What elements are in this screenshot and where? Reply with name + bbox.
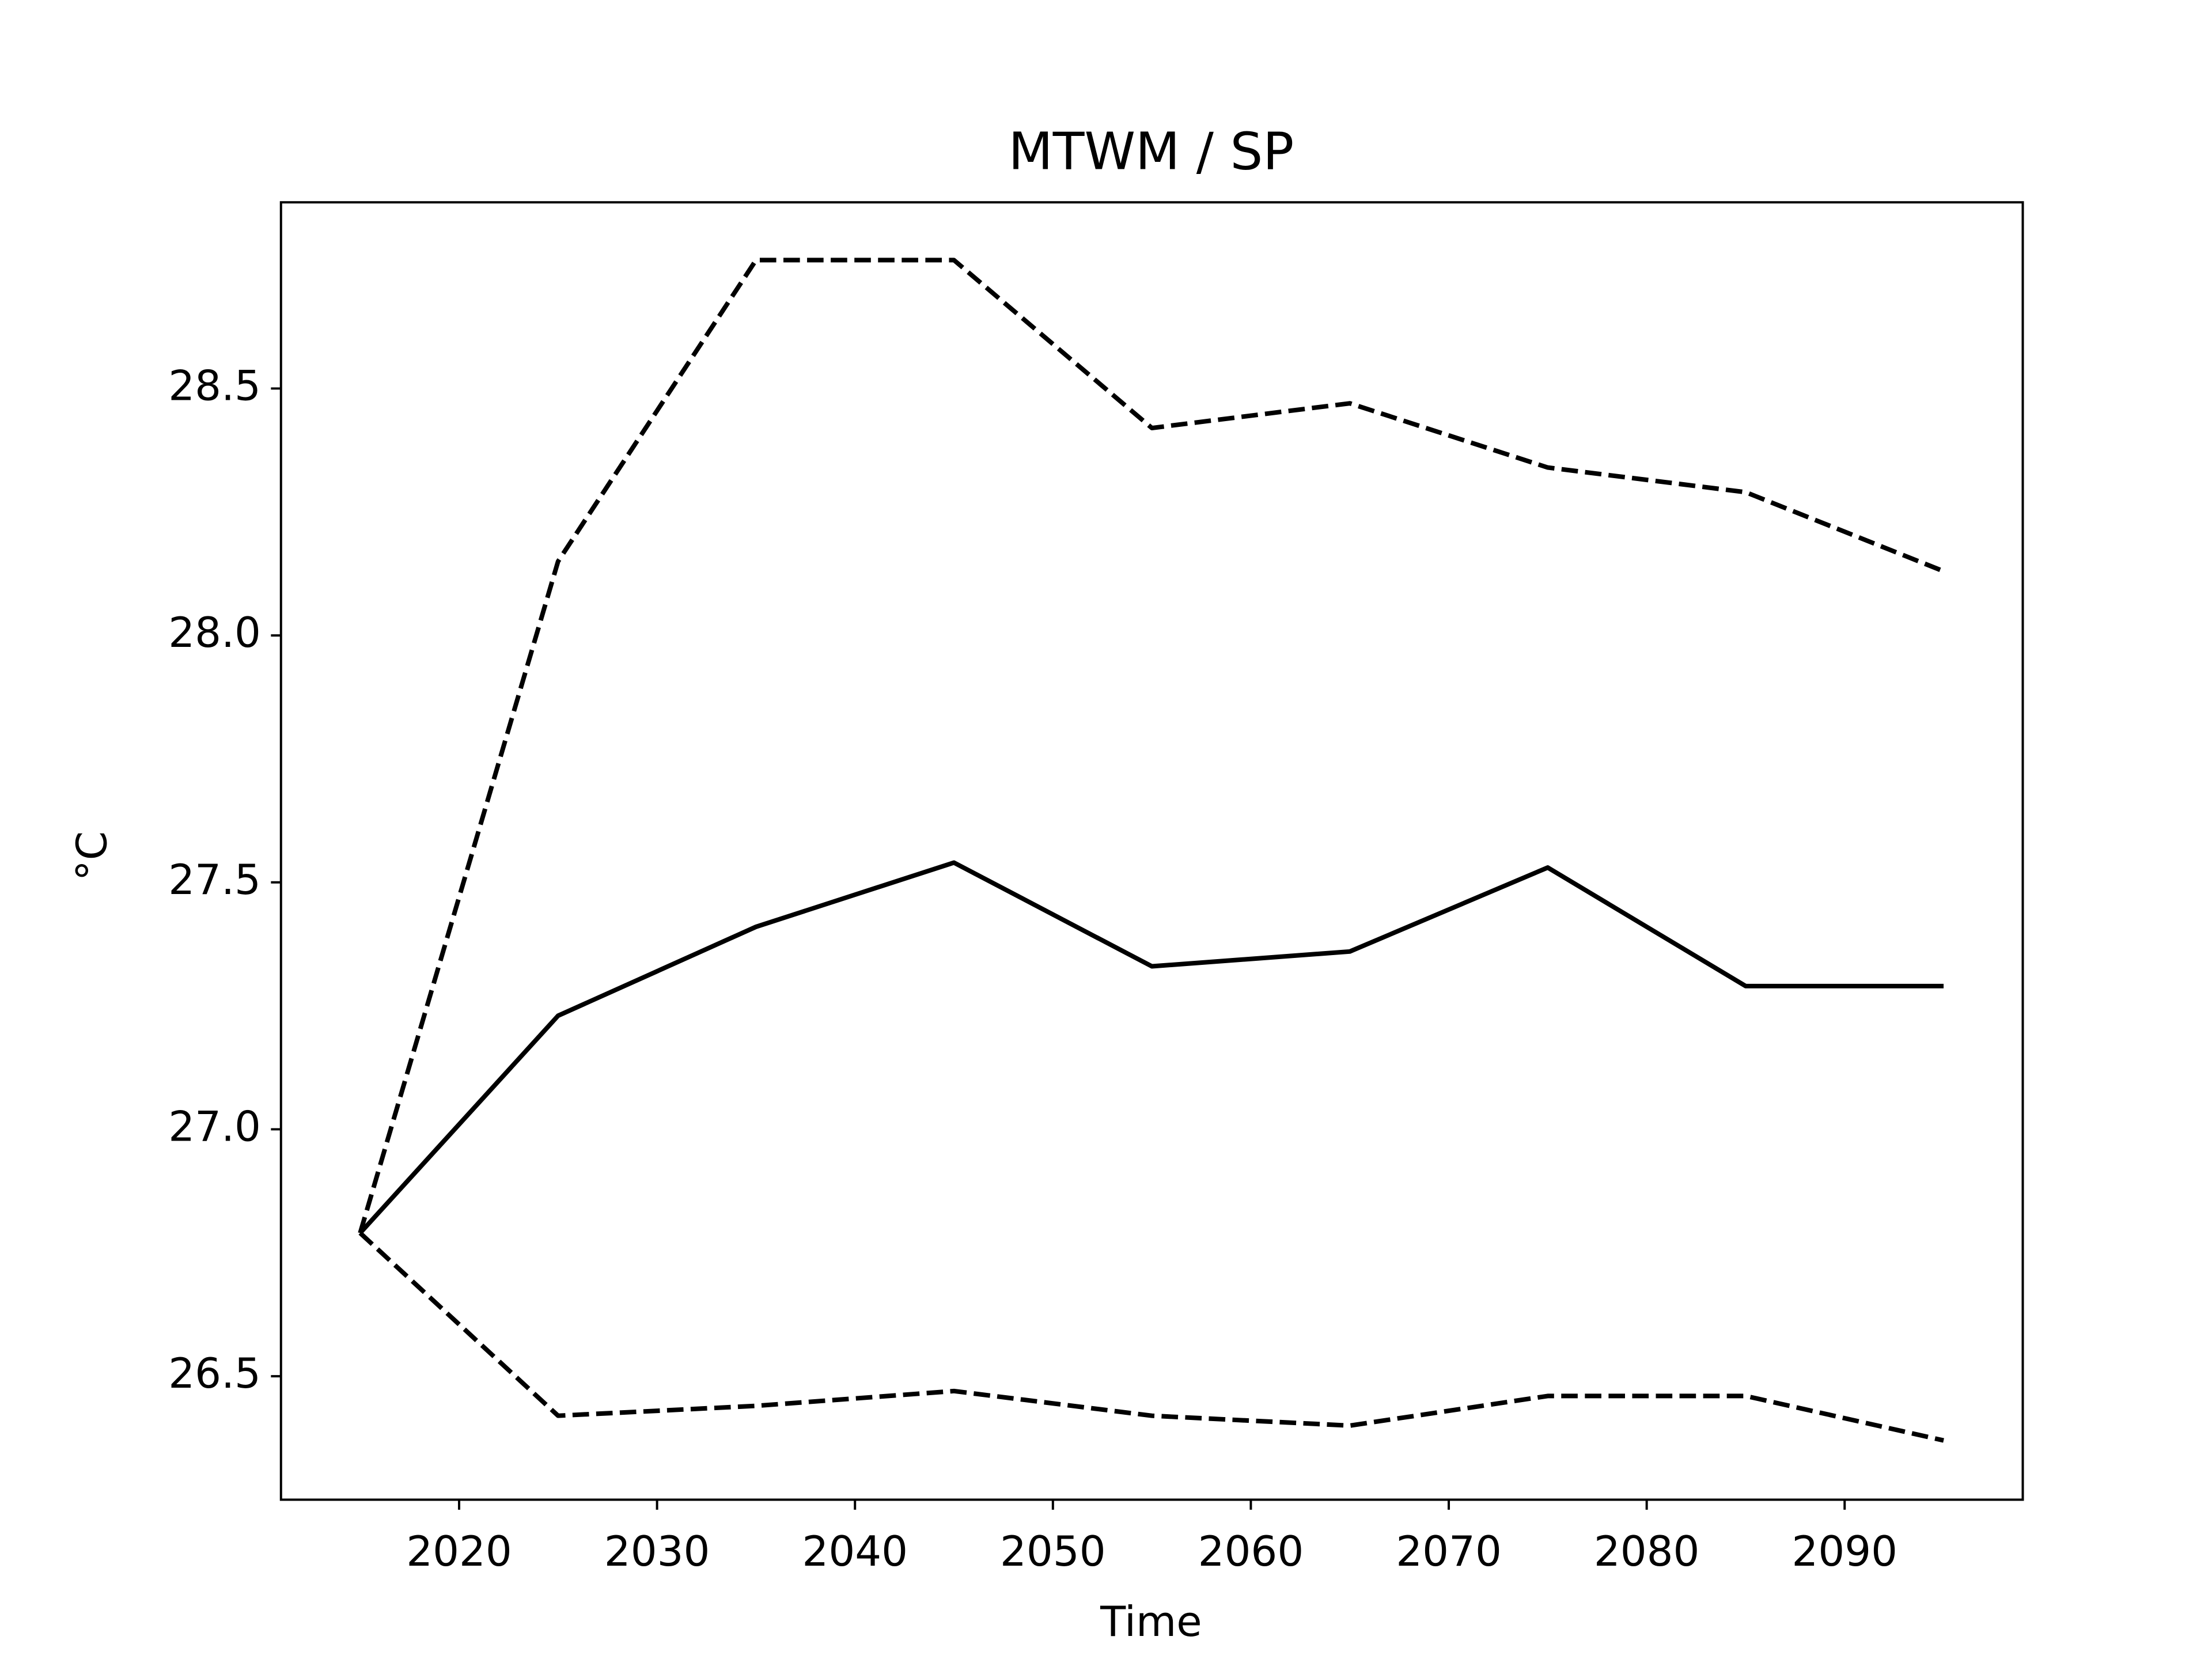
y-axis-label: °C [68, 831, 116, 881]
y-tick-label: 26.5 [168, 1350, 261, 1398]
plot-frame [279, 201, 2024, 1501]
x-axis-label: Time [1100, 1598, 1202, 1646]
x-tick-label: 2020 [406, 1528, 512, 1576]
x-tick-label: 2080 [1594, 1528, 1700, 1576]
x-tick-label: 2090 [1791, 1528, 1897, 1576]
y-tick-label: 28.0 [168, 609, 261, 657]
y-tick-label: 28.5 [168, 362, 261, 410]
series-line [358, 860, 1944, 1235]
y-tick-label: 27.5 [168, 856, 261, 904]
x-tick-label: 2050 [1000, 1528, 1106, 1576]
series-line [358, 1231, 1944, 1443]
y-tick-label: 27.0 [168, 1103, 261, 1151]
series-line [358, 257, 1945, 1234]
x-tick-label: 2070 [1396, 1528, 1502, 1576]
x-tick-label: 2040 [802, 1528, 908, 1576]
chart-title: MTWM / SP [1008, 122, 1294, 181]
x-tick-label: 2060 [1198, 1528, 1304, 1576]
x-tick-label: 2030 [604, 1528, 710, 1576]
